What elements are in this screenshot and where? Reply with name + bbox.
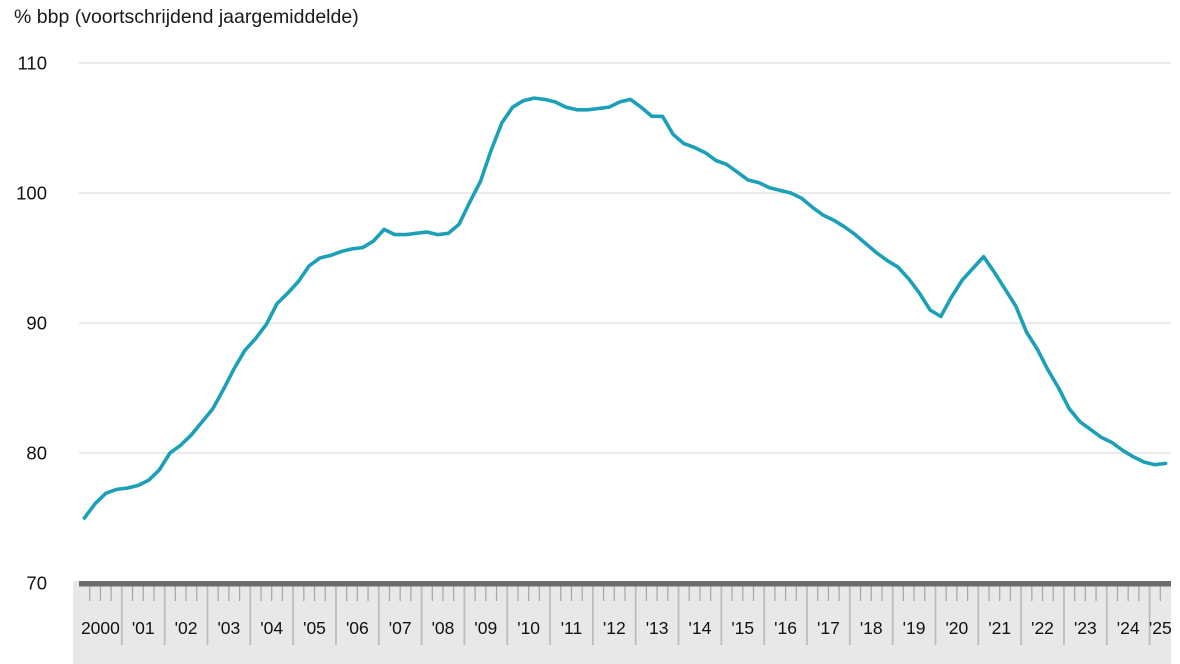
y-tick-label: 110	[18, 53, 48, 74]
x-tick-label: '01	[132, 618, 155, 638]
x-tick-label: '04	[260, 618, 283, 638]
data-line	[82, 96, 1168, 520]
y-tick-label: 80	[26, 443, 47, 464]
x-tick-label: '16	[774, 618, 797, 638]
x-tick-label: '25	[1149, 618, 1172, 638]
x-tick-label: '24	[1117, 618, 1140, 638]
x-tick-label: '12	[603, 618, 626, 638]
x-tick-label: '23	[1074, 618, 1097, 638]
x-tick-label: '20	[945, 618, 968, 638]
x-tick-label: '11	[561, 618, 583, 638]
x-tick-label: '06	[346, 618, 369, 638]
y-tick-label: 70	[26, 573, 47, 594]
y-tick-label: 100	[16, 183, 47, 204]
x-tick-label: '03	[217, 618, 240, 638]
x-tick-label: '21	[988, 618, 1011, 638]
x-tick-label: '07	[389, 618, 412, 638]
x-tick-label: '14	[689, 618, 712, 638]
x-tick-label: '17	[817, 618, 840, 638]
chart-title: % bbp (voortschrijdend jaargemiddelde)	[14, 6, 359, 28]
x-tick-label: '13	[646, 618, 669, 638]
x-tick-label: '02	[175, 618, 198, 638]
x-tick-label: '09	[474, 618, 497, 638]
x-tick-label: '19	[903, 618, 926, 638]
x-tick-label: '10	[517, 618, 540, 638]
x-tick-label: 2000	[81, 618, 120, 638]
x-tick-label: '15	[731, 618, 754, 638]
x-axis-line	[79, 581, 1171, 587]
x-tick-label: '22	[1031, 618, 1054, 638]
y-tick-label: 90	[26, 313, 47, 334]
x-tick-label: '05	[303, 618, 326, 638]
x-tick-label: '18	[860, 618, 883, 638]
x-tick-label: '08	[432, 618, 455, 638]
x-axis-band	[73, 581, 1171, 664]
